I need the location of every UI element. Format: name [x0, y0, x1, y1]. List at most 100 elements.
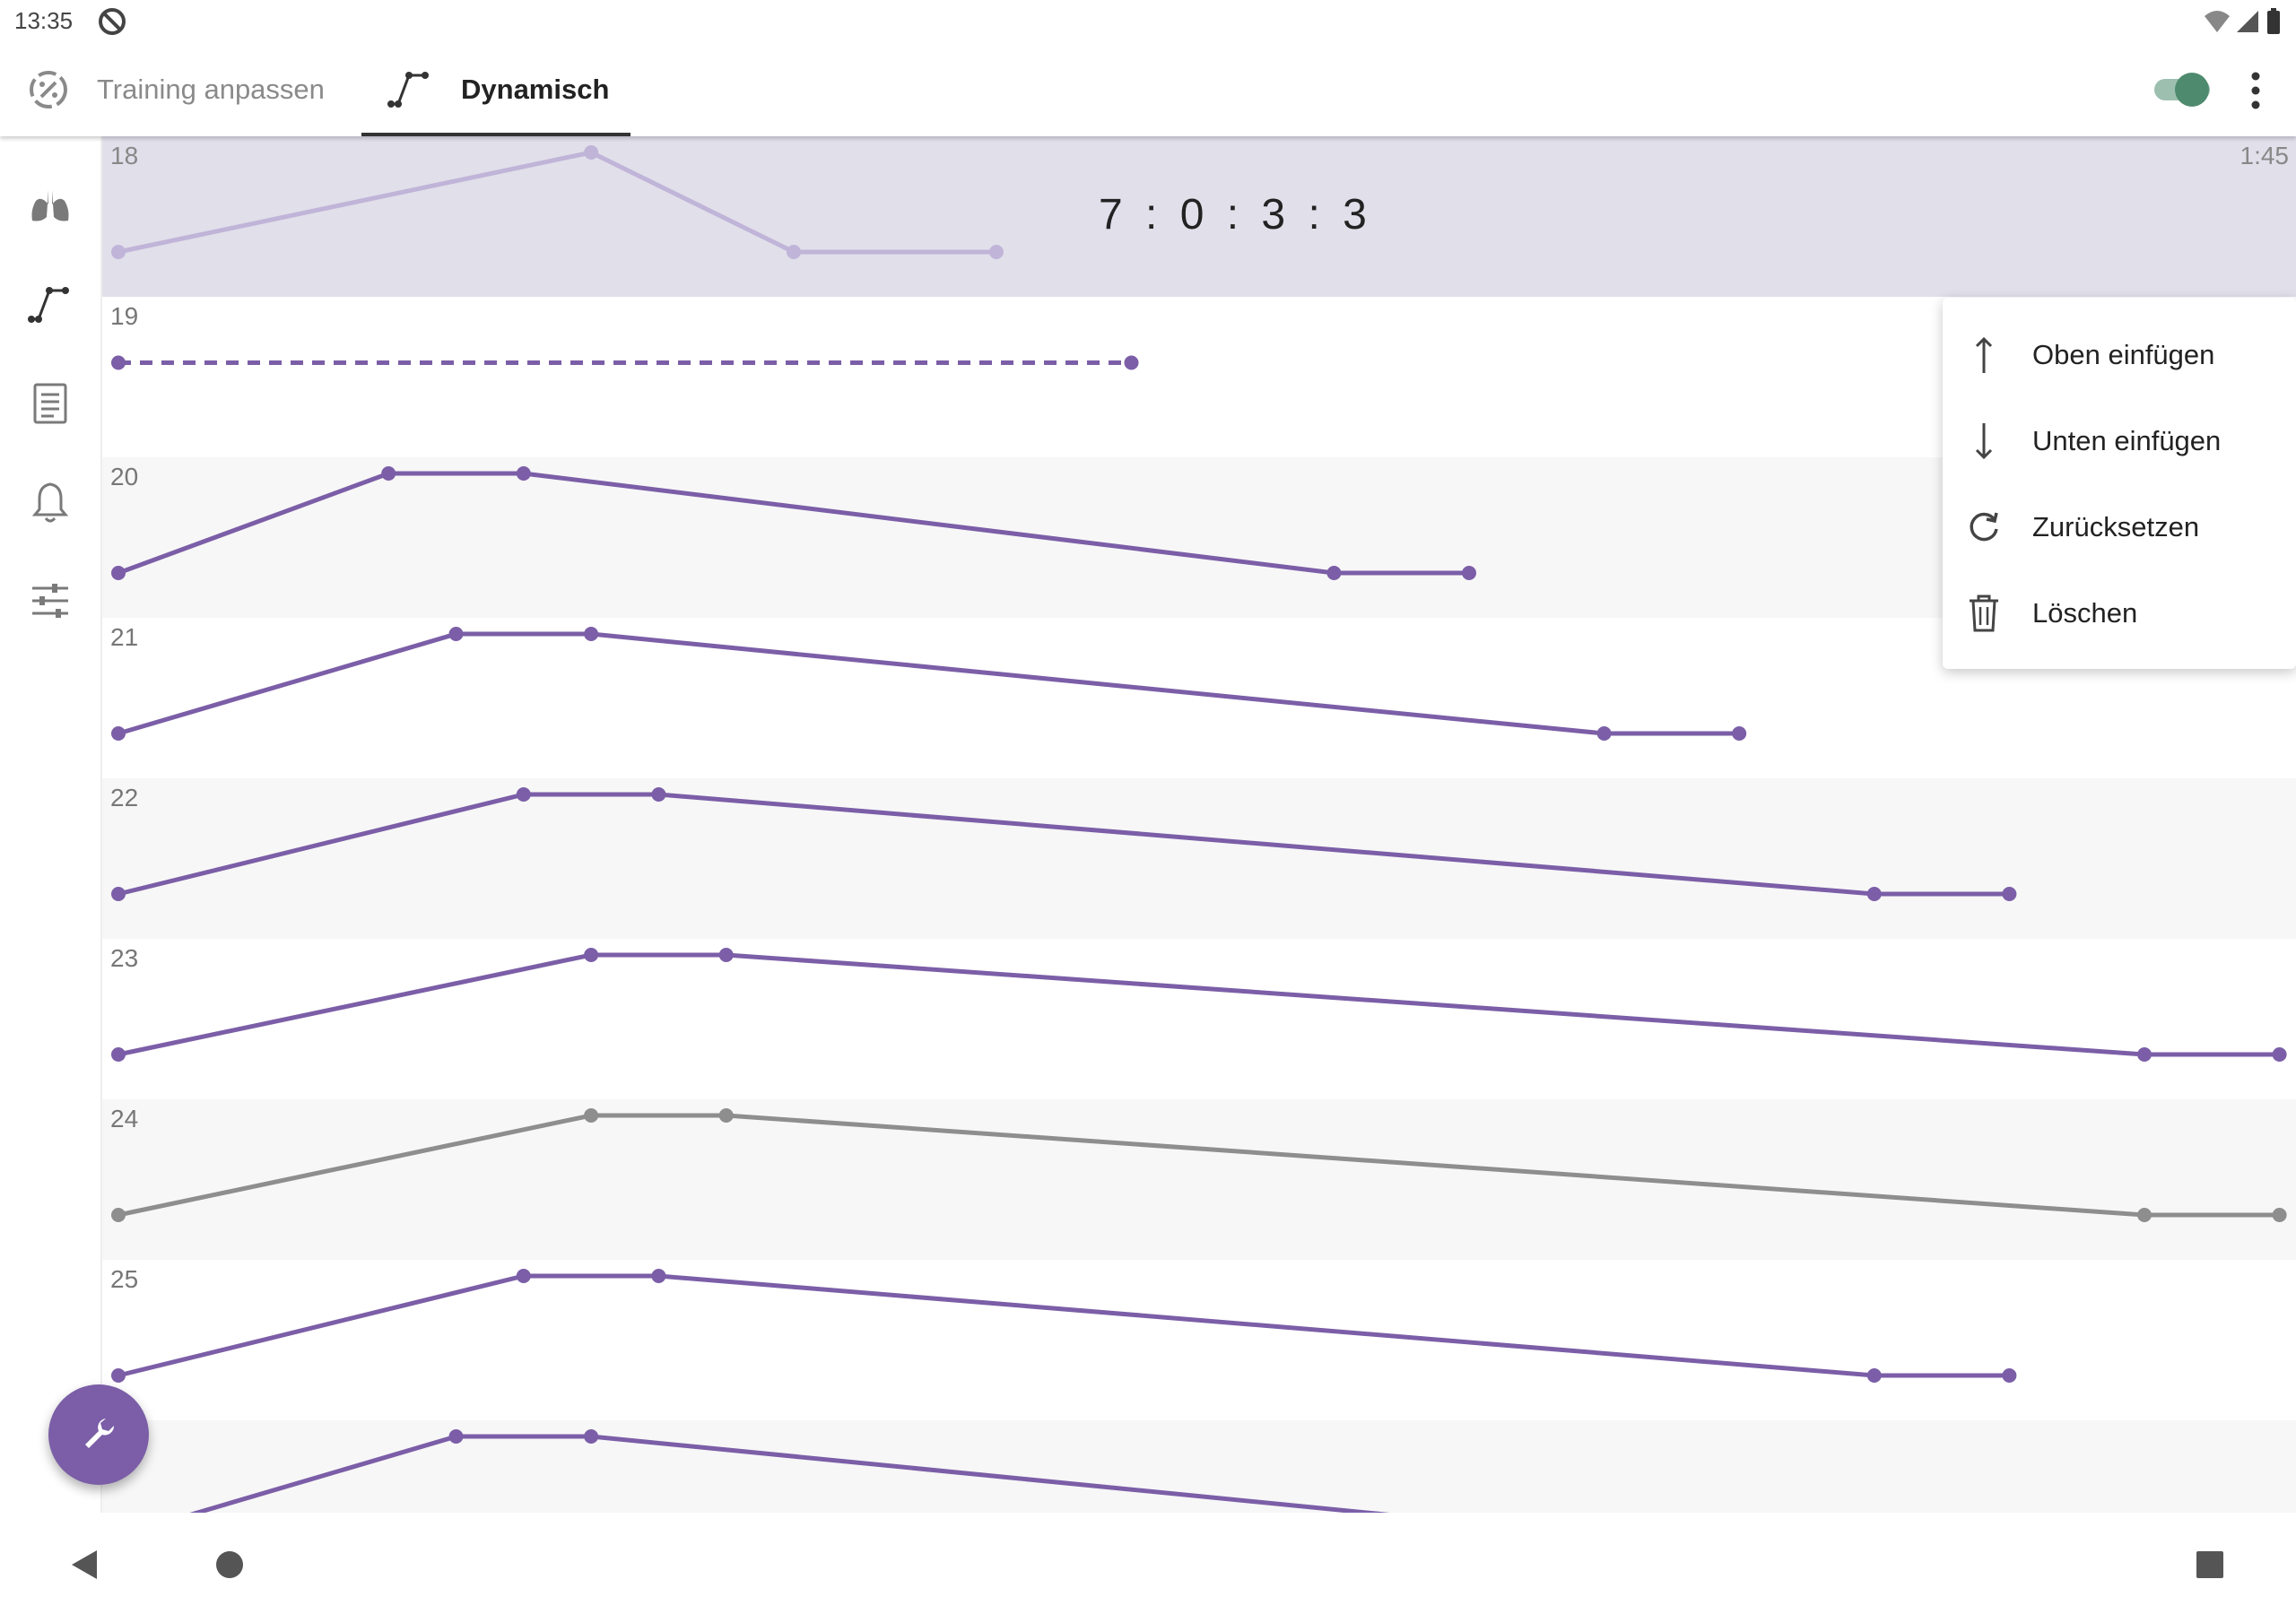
pattern-line [117, 1113, 2280, 1218]
pattern-point [584, 627, 599, 641]
app-bar: Training anpassen Dynamisch [0, 43, 2296, 136]
pattern-point [2272, 1047, 2287, 1062]
pattern-row[interactable]: 24 [100, 1099, 2296, 1260]
back-icon[interactable] [70, 1549, 99, 1585]
graph-nodes-icon [386, 68, 434, 111]
pattern-row[interactable]: 18 7 : 0 : 3 : 3 1:45 [100, 136, 2296, 297]
pattern-point [988, 245, 1004, 259]
menu-item-label: Oben einfügen [2032, 339, 2215, 370]
pattern-point [448, 627, 464, 641]
pattern-point [111, 1208, 126, 1222]
wrench-icon [81, 1415, 117, 1455]
pattern-graph [111, 466, 1476, 580]
pattern-line [117, 952, 2280, 1057]
tab-dynamisch[interactable]: Dynamisch [386, 43, 609, 136]
pattern-row[interactable]: 22 [100, 778, 2296, 939]
enable-toggle[interactable] [2151, 70, 2213, 109]
pattern-point [1326, 566, 1342, 580]
menu-item-label: Unten einfügen [2032, 425, 2222, 456]
menu-item-reset[interactable]: Zurücksetzen [1943, 484, 2296, 570]
tab-training-anpassen[interactable]: Training anpassen [27, 43, 325, 136]
context-menu: Oben einfügen Unten einfügen Zurücksetze… [1943, 298, 2296, 669]
breath-ratio: 7 : 0 : 3 : 3 [1099, 191, 1372, 239]
row-breath-count: 24 [110, 1105, 139, 1132]
bell-icon[interactable] [23, 475, 77, 529]
menu-item-label: Zurücksetzen [2032, 511, 2200, 542]
pattern-point [448, 1429, 464, 1444]
percent-circle-icon [27, 68, 70, 111]
signal-icon [2237, 11, 2258, 32]
pattern-point [516, 1269, 531, 1283]
pattern-graph [111, 1108, 2287, 1222]
trash-icon [1966, 594, 2020, 633]
pattern-point [584, 1429, 599, 1444]
pattern-point [718, 1108, 734, 1123]
pattern-point [516, 787, 531, 802]
lungs-icon[interactable] [23, 179, 77, 233]
pattern-line [117, 792, 2010, 897]
tab-indicator [361, 133, 631, 136]
pattern-point [1866, 1368, 1882, 1383]
pattern-line [117, 471, 1469, 576]
side-nav [0, 136, 102, 1513]
pattern-line [189, 1434, 1390, 1513]
list-icon[interactable] [23, 377, 77, 430]
wifi-icon [2205, 11, 2230, 32]
pattern-point [111, 1047, 126, 1062]
pattern-point [1866, 887, 1882, 901]
row-breath-count: 22 [110, 784, 139, 811]
pattern-graph [111, 145, 1004, 259]
pattern-row[interactable] [100, 1420, 2296, 1513]
pattern-point [651, 787, 666, 802]
row-breath-count: 20 [110, 463, 139, 490]
pattern-point [2272, 1208, 2287, 1222]
row-breath-count: 19 [110, 302, 139, 330]
pattern-point [1462, 566, 1476, 580]
recents-icon[interactable] [2196, 1550, 2224, 1584]
pattern-row[interactable]: 21 [100, 618, 2296, 778]
row-breath-count: 23 [110, 944, 139, 972]
pattern-line [117, 631, 1740, 736]
pattern-point [2137, 1047, 2152, 1062]
arrow-down-icon [1966, 421, 2020, 461]
pattern-point [111, 1368, 126, 1383]
tab-label: Dynamisch [461, 74, 610, 105]
graph-nodes-icon[interactable] [23, 278, 77, 332]
pattern-point [111, 566, 126, 580]
status-bar: 13:35 [0, 0, 2296, 43]
menu-item-insert-below[interactable]: Unten einfügen [1943, 398, 2296, 484]
menu-item-delete[interactable]: Löschen [1943, 570, 2296, 656]
sliders-icon[interactable] [23, 574, 77, 628]
pattern-line [117, 1273, 2010, 1378]
pattern-row[interactable]: 25 [100, 1260, 2296, 1420]
refresh-icon [1966, 508, 2020, 547]
row-duration: 1:45 [2239, 142, 2290, 169]
pattern-graph [111, 627, 1747, 741]
status-icons [2203, 7, 2283, 40]
row-breath-count: 25 [110, 1265, 139, 1293]
breath-pattern-list: 18 7 : 0 : 3 : 3 1:45 19 20 21 22 23 24 25 [100, 136, 2296, 1513]
pattern-point [111, 726, 126, 741]
system-nav-bar [0, 1513, 2296, 1614]
pattern-graph [111, 787, 2017, 901]
row-breath-count: 18 [110, 142, 139, 169]
battery-icon [2267, 8, 2280, 34]
pattern-row[interactable]: 23 [100, 939, 2296, 1099]
pattern-row[interactable]: 19 [100, 297, 2296, 457]
row-breath-count: 21 [110, 623, 139, 651]
pattern-point [584, 948, 599, 962]
overflow-menu-icon[interactable] [2242, 68, 2269, 113]
arrow-up-icon [1966, 335, 2020, 375]
do-not-disturb-icon [97, 6, 127, 41]
menu-item-label: Löschen [2032, 597, 2138, 629]
menu-item-insert-above[interactable]: Oben einfügen [1943, 312, 2296, 398]
pattern-graph [189, 1429, 1390, 1513]
pattern-point [584, 145, 599, 160]
tools-fab-button[interactable] [48, 1384, 149, 1485]
home-icon[interactable] [215, 1550, 244, 1584]
pattern-point [381, 466, 396, 481]
tab-label: Training anpassen [97, 74, 325, 105]
pattern-point [2137, 1208, 2152, 1222]
pattern-row[interactable]: 20 [100, 457, 2296, 618]
pattern-point [1732, 726, 1747, 741]
